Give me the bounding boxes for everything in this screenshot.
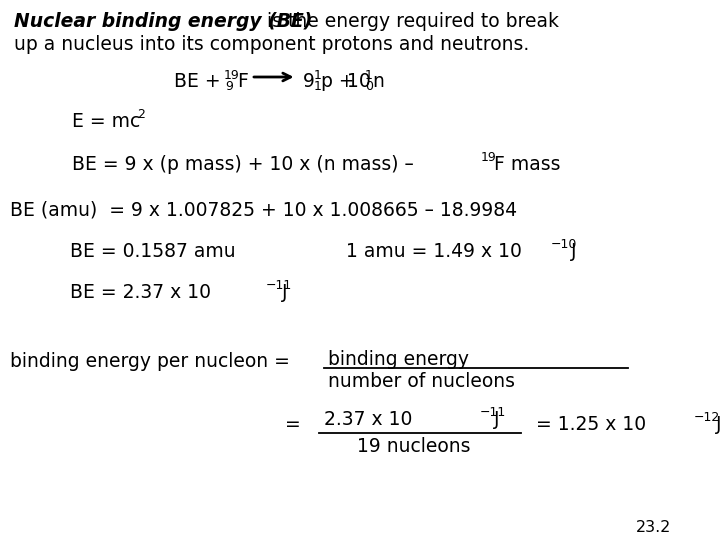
Text: 9: 9: [303, 72, 315, 91]
Text: binding energy: binding energy: [328, 350, 469, 369]
Text: 1: 1: [365, 69, 373, 82]
Text: is the energy required to break: is the energy required to break: [261, 12, 559, 31]
Text: 2: 2: [137, 108, 145, 121]
Text: = 1.25 x 10: = 1.25 x 10: [536, 415, 646, 434]
Text: =: =: [285, 415, 301, 434]
Text: number of nucleons: number of nucleons: [328, 372, 516, 391]
Text: E = mc: E = mc: [73, 112, 140, 131]
Text: 19 nucleons: 19 nucleons: [357, 437, 471, 456]
Text: binding energy per nucleon =: binding energy per nucleon =: [9, 352, 295, 371]
Text: −11: −11: [266, 279, 292, 292]
Text: up a nucleus into its component protons and neutrons.: up a nucleus into its component protons …: [14, 35, 528, 54]
Text: 1 amu = 1.49 x 10: 1 amu = 1.49 x 10: [346, 242, 521, 261]
Text: J: J: [495, 410, 500, 429]
Text: BE +: BE +: [174, 72, 227, 91]
Text: 1: 1: [314, 80, 322, 93]
Text: 1: 1: [314, 69, 322, 82]
Text: F: F: [238, 72, 248, 91]
Text: −12: −12: [693, 411, 719, 424]
Text: −10: −10: [551, 238, 577, 251]
Text: BE = 0.1587 amu: BE = 0.1587 amu: [71, 242, 236, 261]
Text: 23.2: 23.2: [636, 520, 671, 535]
Text: 2.37 x 10: 2.37 x 10: [323, 410, 412, 429]
Text: 9: 9: [225, 80, 233, 93]
Text: 10: 10: [347, 72, 370, 91]
Text: Nuclear binding energy (BE): Nuclear binding energy (BE): [14, 12, 312, 31]
Text: 0: 0: [365, 80, 373, 93]
Text: n: n: [372, 72, 384, 91]
Text: J: J: [565, 242, 577, 261]
Text: −11: −11: [480, 406, 506, 419]
Text: 19: 19: [481, 151, 497, 164]
Text: BE = 2.37 x 10: BE = 2.37 x 10: [71, 283, 212, 302]
Text: J: J: [710, 415, 720, 434]
Text: BE (amu)  = 9 x 1.007825 + 10 x 1.008665 – 18.9984: BE (amu) = 9 x 1.007825 + 10 x 1.008665 …: [9, 200, 517, 219]
Text: p +: p +: [320, 72, 360, 91]
Text: BE = 9 x (p mass) + 10 x (n mass) –: BE = 9 x (p mass) + 10 x (n mass) –: [73, 155, 420, 174]
Text: F mass: F mass: [495, 155, 561, 174]
Text: 19: 19: [224, 69, 240, 82]
Text: J: J: [282, 283, 287, 302]
